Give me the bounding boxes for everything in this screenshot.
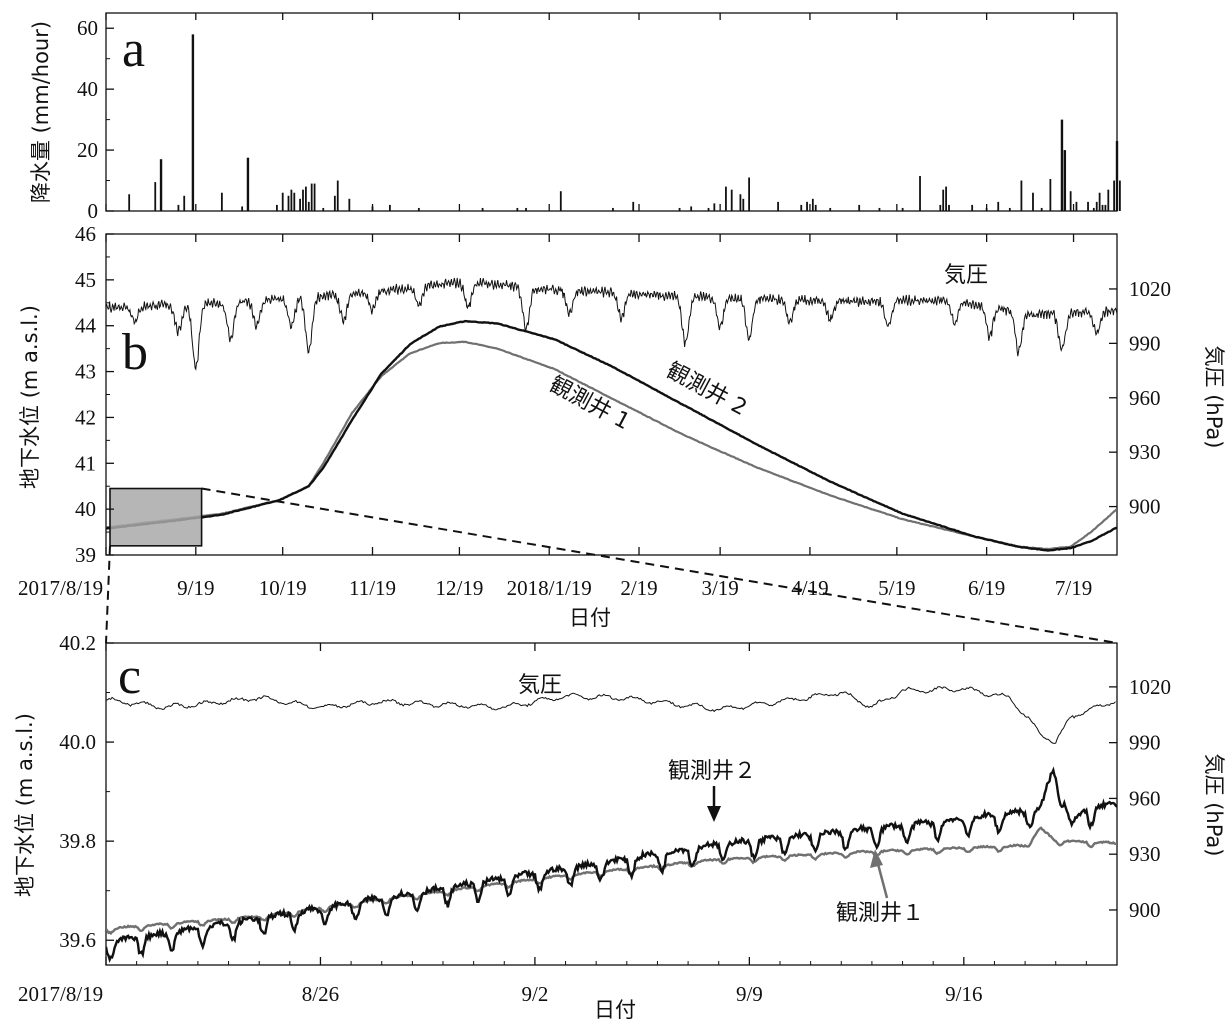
series-b-well1: [106, 340, 1117, 551]
c-ytick-label-2: 40.0: [59, 730, 96, 754]
panel-c-x-ticks: 2017/8/19 8/26 9/2 9/9 9/16: [18, 643, 1087, 1006]
b-ytick-right-label-0: 900: [1129, 495, 1161, 519]
panel-c-y-axis-label: 地下水位 (m a.s.l.): [13, 713, 37, 897]
panel-a: 0 20 40 60 a 降水量 (mm/hour): [29, 12, 1121, 223]
zoom-connector-left: [105, 545, 111, 644]
c-xtick-label-2: 9/2: [521, 982, 548, 1006]
b-xtick-label-3: 11/19: [349, 576, 396, 600]
panel-a-frame: [105, 12, 1118, 212]
panel-a-y-ticks: 0 20 40 60: [77, 16, 114, 223]
panel-c-y-ticks: 39.6 39.8 40.0 40.2: [59, 631, 114, 952]
b-ytick-right-label-4: 1020: [1129, 277, 1171, 301]
panel-c: 39.6 39.8 40.0 40.2 900 930 960 990 1020 2017/8…: [13, 631, 1226, 1021]
panel-b-right-y-ticks: 900 930 960 990 1020: [1109, 277, 1171, 519]
series-c-well2: [106, 766, 1117, 963]
c-ytick-right-label-2: 960: [1129, 786, 1161, 810]
c-ytick-right-label-1: 930: [1129, 842, 1161, 866]
pressure-annotation-c: 気圧: [518, 673, 562, 698]
c-ytick-label-0: 39.6: [59, 928, 96, 952]
well2-annotation-c: 観測井２: [668, 759, 756, 784]
panel-c-series: [106, 686, 1117, 963]
panel-a-y-axis-label: 降水量 (mm/hour): [29, 21, 53, 203]
b-xtick-label-0: 2017/8/19: [18, 576, 103, 600]
c-xtick-label-4: 9/16: [945, 982, 982, 1006]
b-ytick-label-6: 45: [75, 268, 96, 292]
panel-b-y-ticks: 39 40 41 42 43 44 45 46: [75, 222, 114, 567]
panel-a-x-ticks: [105, 13, 1075, 211]
b-ytick-label-3: 42: [75, 405, 96, 429]
b-ytick-label-2: 41: [75, 451, 96, 475]
b-ytick-right-label-2: 960: [1129, 386, 1161, 410]
b-ytick-label-1: 40: [75, 497, 96, 521]
c-xtick-label-0: 2017/8/19: [18, 982, 103, 1006]
b-xtick-label-2: 10/19: [259, 576, 307, 600]
c-xtick-label-1: 8/26: [302, 982, 339, 1006]
series-c-pressure: [106, 686, 1116, 744]
panel-c-frame: [105, 642, 1118, 966]
a-ytick-label-1: 20: [77, 138, 98, 162]
a-ytick-label-0: 0: [88, 199, 99, 223]
panel-c-right-axis-label: 気圧 (hPa): [1202, 754, 1226, 857]
c-ytick-label-3: 40.2: [59, 631, 96, 655]
panel-c-x-axis-label: 日付: [594, 998, 636, 1021]
rain-bars: [128, 34, 1121, 211]
panel-b-y-axis-label: 地下水位 (m a.s.l.): [18, 305, 42, 489]
c-ytick-label-1: 39.8: [59, 829, 96, 853]
panel-b-x-axis-label: 日付: [569, 606, 611, 630]
b-xtick-label-11: 7/19: [1055, 576, 1092, 600]
well1-annotation-c: 観測井１: [836, 901, 924, 926]
zoom-connectors: [105, 487, 1118, 644]
b-xtick-label-5: 2018/1/19: [507, 576, 592, 600]
b-ytick-label-7: 46: [75, 222, 96, 246]
b-xtick-label-7: 3/19: [701, 576, 738, 600]
b-xtick-label-8: 4/19: [791, 576, 828, 600]
panel-b-x-ticks: 2017/8/19 9/19 10/19 11/19 12/19 2018/1/19 2/1…: [18, 234, 1092, 600]
zoom-connector-right: [201, 487, 1118, 644]
a-ytick-label-3: 60: [77, 16, 98, 40]
b-xtick-label-1: 9/19: [177, 576, 214, 600]
pressure-annotation-b: 気圧: [944, 263, 988, 288]
well1-arrow: [870, 849, 889, 899]
b-ytick-right-label-1: 930: [1129, 440, 1161, 464]
series-c-well1: [106, 826, 1117, 936]
well2-arrow: [707, 786, 721, 822]
b-ytick-label-5: 44: [75, 314, 97, 338]
b-xtick-label-9: 5/19: [878, 576, 915, 600]
b-xtick-label-6: 2/19: [620, 576, 657, 600]
panel-b-right-axis-label: 気圧 (hPa): [1202, 346, 1226, 449]
b-ytick-label-4: 43: [75, 360, 96, 384]
a-ytick-label-2: 40: [77, 77, 98, 101]
c-ytick-right-label-0: 900: [1129, 898, 1161, 922]
b-xtick-label-4: 12/19: [435, 576, 483, 600]
b-xtick-label-10: 6/19: [968, 576, 1005, 600]
c-ytick-right-label-4: 1020: [1129, 675, 1171, 699]
panel-b-label: b: [122, 324, 148, 381]
panel-b-series: [106, 277, 1117, 552]
c-ytick-right-label-3: 990: [1129, 731, 1161, 755]
panel-c-right-y-ticks: 900 930 960 990 1020: [1109, 675, 1171, 922]
b-ytick-right-label-3: 990: [1129, 331, 1161, 355]
well2-annotation-b: 観測井 2: [662, 358, 751, 421]
series-b-pressure: [106, 277, 1117, 371]
b-ytick-label-0: 39: [75, 543, 96, 567]
panel-b: 39 40 41 42 43 44 45 46 900 930 960 990 1020 2017/8…: [18, 222, 1226, 630]
panel-a-label: a: [122, 21, 145, 78]
c-xtick-label-3: 9/9: [736, 982, 763, 1006]
series-b-well2: [106, 319, 1117, 552]
panel-c-label: c: [118, 648, 141, 705]
inset-box: [109, 487, 203, 547]
